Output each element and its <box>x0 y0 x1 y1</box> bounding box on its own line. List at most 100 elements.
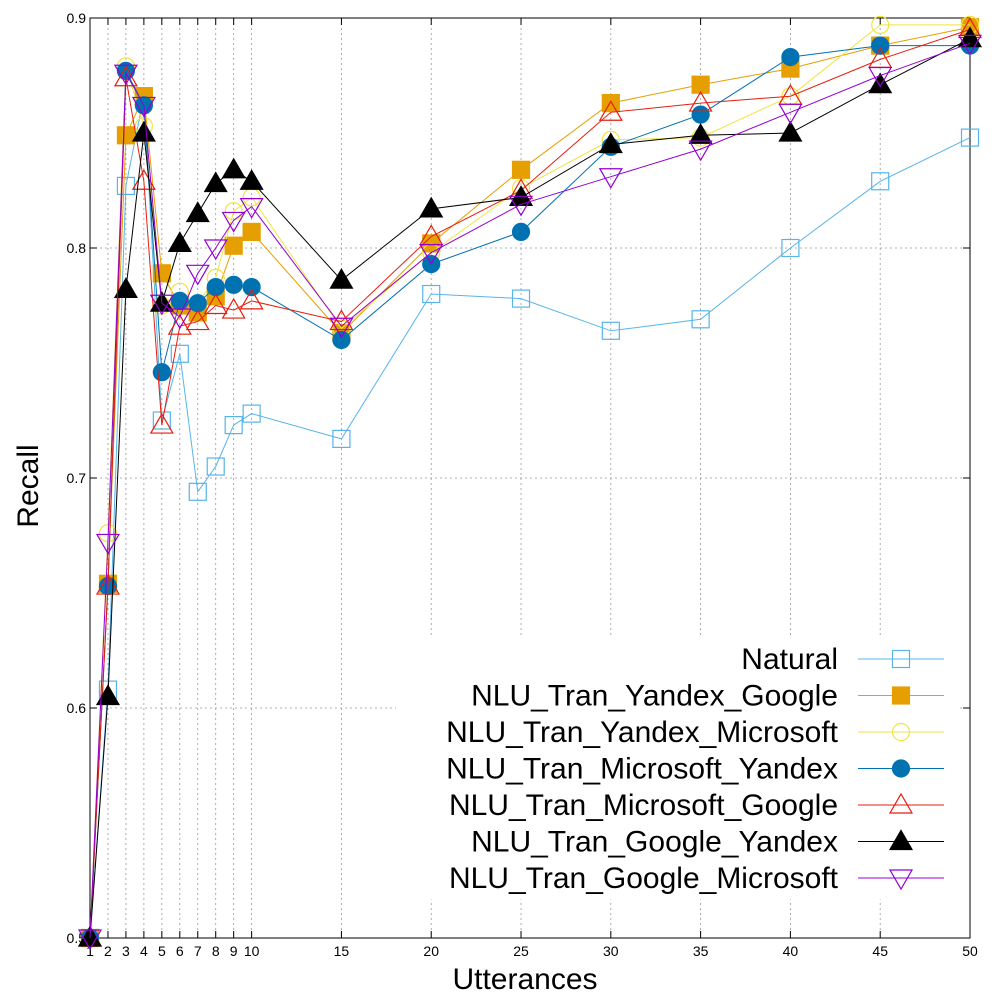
data-point-marker <box>329 309 354 331</box>
legend-label: NLU_Tran_Yandex_Google <box>471 680 838 713</box>
data-point-marker <box>960 128 980 147</box>
data-point-marker <box>224 202 243 221</box>
data-point-marker <box>691 75 710 94</box>
x-tick-label: 8 <box>212 943 220 959</box>
data-point-marker <box>224 236 243 255</box>
data-point-marker <box>868 72 893 94</box>
data-point-marker <box>778 120 803 142</box>
data-point-marker <box>508 195 534 217</box>
legend-entry: NLU_Tran_Yandex_Microsoft <box>446 716 944 749</box>
legend-entry: NLU_Tran_Google_Yandex <box>471 826 944 859</box>
legend-label: NLU_Tran_Microsoft_Yandex <box>446 753 838 786</box>
data-point-marker <box>152 411 171 430</box>
data-point-marker <box>688 90 713 112</box>
x-tick-label: 6 <box>176 943 184 959</box>
data-point-marker <box>242 278 261 297</box>
x-tick-label: 40 <box>783 943 799 959</box>
x-tick-label: 2 <box>104 943 112 959</box>
data-point-marker <box>891 686 911 705</box>
data-point-marker <box>206 278 225 297</box>
data-point-marker <box>511 289 531 308</box>
y-axis-title: Recall <box>12 444 45 527</box>
x-tick-label: 1 <box>86 943 94 959</box>
series-NLU_Tran_Google_Yandex <box>77 26 983 947</box>
x-tick-label: 35 <box>693 943 709 959</box>
data-point-marker <box>332 330 351 350</box>
data-point-marker <box>77 929 103 951</box>
data-point-marker <box>95 573 120 595</box>
legend-background <box>396 636 958 900</box>
data-point-marker <box>778 103 803 125</box>
data-point-marker <box>203 239 228 261</box>
data-point-marker <box>224 275 243 294</box>
series-line <box>89 24 970 939</box>
data-point-marker <box>888 829 914 851</box>
data-point-marker <box>188 482 207 501</box>
data-point-marker <box>95 533 120 555</box>
x-tick-label: 9 <box>230 943 238 959</box>
data-point-marker <box>203 293 228 315</box>
legend-label: NLU_Tran_Google_Yandex <box>471 826 838 859</box>
data-point-marker <box>332 429 351 448</box>
data-point-marker <box>871 36 890 55</box>
data-point-marker <box>601 93 620 113</box>
legend: Natural NLU_Tran_Yandex_GoogleNLU_Tran_Ya… <box>446 643 944 895</box>
data-point-marker <box>688 140 713 162</box>
data-point-marker <box>113 277 138 298</box>
data-point-marker <box>781 238 800 258</box>
data-point-marker <box>203 171 228 193</box>
data-point-marker <box>871 15 890 34</box>
legend-label: NLU_Tran_Yandex_Microsoft <box>446 716 839 749</box>
data-point-marker <box>221 157 246 179</box>
axis-ticks: 1 2 3 4 5 6 7 8 9 10 15 20 25 30 35 40 45 500.50.60.70.80… <box>67 10 978 959</box>
data-point-marker <box>95 684 120 706</box>
data-point-marker <box>167 313 192 335</box>
data-point-marker <box>868 66 893 88</box>
series-NLU_Tran_Google_Microsoft <box>77 34 983 951</box>
data-point-marker <box>149 412 174 434</box>
x-tick-label: 45 <box>872 943 888 959</box>
x-tick-label: 4 <box>140 943 148 959</box>
data-point-marker <box>891 649 911 669</box>
data-point-marker <box>329 317 354 339</box>
data-point-marker <box>221 297 246 319</box>
data-point-marker <box>422 284 441 304</box>
data-point-marker <box>601 321 620 340</box>
legend-label: Natural <box>741 643 838 676</box>
data-point-marker <box>781 47 800 67</box>
x-tick-label: 7 <box>194 943 202 959</box>
data-point-marker <box>221 211 246 233</box>
legend-entry: NLU_Tran_Microsoft_Yandex <box>446 753 944 786</box>
y-tick-label: 0.6 <box>67 700 87 716</box>
x-tick-label: 50 <box>962 943 978 959</box>
data-point-marker <box>888 869 914 891</box>
data-point-marker <box>116 126 136 145</box>
legend-label: NLU_Tran_Google_Microsoft <box>449 862 839 895</box>
data-point-marker <box>185 201 210 223</box>
data-point-marker <box>239 169 264 190</box>
data-point-marker <box>598 168 623 189</box>
data-point-marker <box>691 310 710 329</box>
data-point-marker <box>511 160 531 179</box>
data-point-marker <box>131 96 156 118</box>
data-point-marker <box>239 288 264 310</box>
legend-entry: Natural <box>741 643 944 676</box>
x-axis-title: Utterances <box>452 963 597 996</box>
data-point-marker <box>957 34 983 56</box>
data-point-marker <box>422 234 441 253</box>
x-tick-label: 15 <box>334 943 350 959</box>
data-point-marker <box>688 123 713 144</box>
data-point-marker <box>888 792 914 814</box>
data-point-marker <box>891 759 911 778</box>
data-point-marker <box>131 120 156 142</box>
x-tick-label: 25 <box>513 943 529 959</box>
data-point-marker <box>239 198 264 219</box>
data-point-marker <box>188 294 207 313</box>
data-point-marker <box>891 722 911 742</box>
legend-entry: NLU_Tran_Microsoft_Google <box>449 789 944 822</box>
data-point-marker <box>224 416 243 435</box>
series-layer <box>77 15 983 951</box>
x-tick-label: 10 <box>244 943 260 959</box>
series-line <box>89 42 971 939</box>
